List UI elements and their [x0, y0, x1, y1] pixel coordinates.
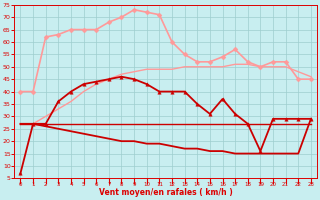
X-axis label: Vent moyen/en rafales ( km/h ): Vent moyen/en rafales ( km/h ) — [99, 188, 233, 197]
